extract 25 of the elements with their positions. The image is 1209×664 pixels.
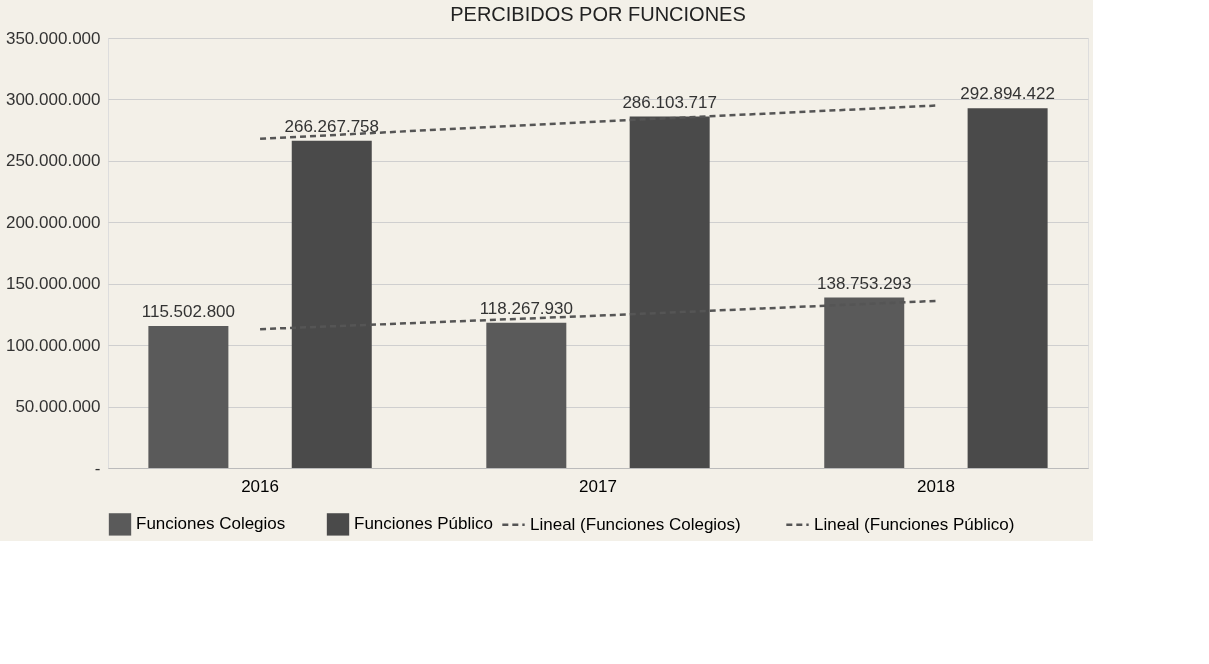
x-tick-label: 2017 xyxy=(579,476,617,496)
data-label: 118.267.930 xyxy=(479,298,573,318)
legend-label: Lineal (Funciones Colegios) xyxy=(530,514,741,534)
legend-label: Funciones Colegios xyxy=(136,514,286,534)
data-label: 292.894.422 xyxy=(960,84,1055,104)
x-tick-label: 2016 xyxy=(241,476,279,496)
chart-title: PERCIBIDOS POR FUNCIONES xyxy=(450,3,746,25)
data-label: 138.753.293 xyxy=(816,273,912,293)
data-label: 115.502.800 xyxy=(141,302,236,322)
y-tick-label: 200.000.000 xyxy=(5,212,101,232)
legend-label: Funciones Público xyxy=(354,514,493,534)
y-tick-label: 50.000.000 xyxy=(15,397,101,417)
data-label: 286.103.717 xyxy=(622,92,717,112)
bar xyxy=(148,326,229,468)
y-tick-label: 150.000.000 xyxy=(5,274,101,294)
bar xyxy=(486,322,567,468)
y-tick-label: 350.000.000 xyxy=(5,28,101,48)
legend-label: Lineal (Funciones Público) xyxy=(814,514,1015,534)
y-tick-label: 100.000.000 xyxy=(5,335,101,355)
bar xyxy=(967,108,1048,468)
y-tick-label: 300.000.000 xyxy=(5,89,101,109)
data-label: 266.267.758 xyxy=(284,116,380,136)
y-tick-label: 250.000.000 xyxy=(5,151,101,171)
x-tick-label: 2018 xyxy=(917,476,955,496)
y-tick-label: - xyxy=(94,458,101,478)
